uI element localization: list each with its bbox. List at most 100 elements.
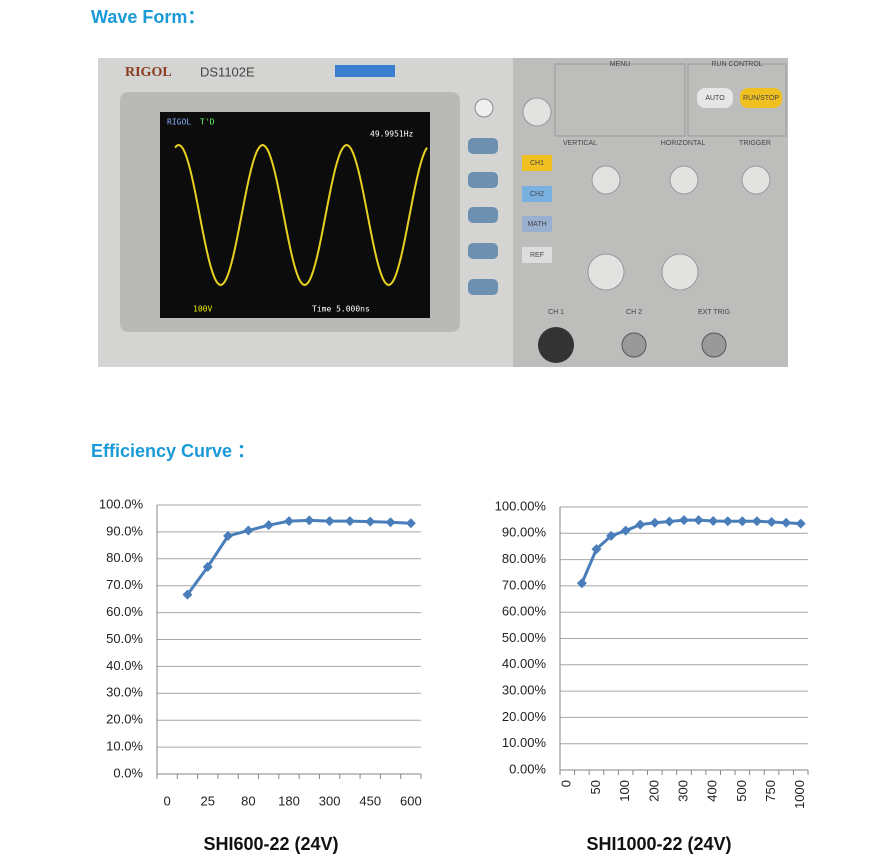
y-tick-label: 100.00%: [495, 498, 547, 513]
y-tick-label: 90.00%: [502, 525, 547, 540]
y-tick-label: 0.0%: [113, 765, 143, 780]
data-point: [284, 516, 294, 527]
button: [697, 88, 733, 108]
x-tick-label: 100: [617, 780, 632, 802]
y-tick-label: 10.00%: [502, 735, 547, 750]
bnc-connector: [621, 332, 647, 358]
data-point: [751, 516, 762, 527]
brand: RIGOL: [125, 65, 172, 80]
button-label: RUN/STOP: [743, 95, 779, 102]
panel-label: MENU: [610, 61, 631, 68]
x-tick-label: 400: [705, 780, 720, 802]
data-point: [591, 544, 602, 555]
y-tick-label: 40.0%: [106, 658, 143, 673]
y-tick-label: 20.0%: [106, 712, 143, 727]
x-tick-label: 0: [164, 793, 171, 808]
x-tick-label: 80: [241, 793, 255, 808]
data-point: [737, 516, 748, 527]
data-point: [766, 516, 777, 527]
data-point: [243, 525, 254, 536]
x-tick-label: 300: [675, 780, 690, 802]
y-tick-label: 80.0%: [106, 550, 143, 565]
x-tick-label: 0: [559, 780, 574, 787]
button-label: MATH: [527, 221, 546, 228]
screen-text: RIGOL: [167, 118, 191, 127]
button-label: CH2: [530, 191, 544, 198]
ch-button: [522, 186, 552, 202]
y-tick-label: 60.0%: [106, 604, 143, 619]
data-point: [708, 515, 719, 526]
power-button: [474, 98, 494, 118]
y-tick-label: 100.0%: [99, 496, 144, 511]
knobs: [522, 97, 771, 291]
y-tick-label: 60.00%: [502, 604, 547, 619]
data-point: [781, 517, 792, 528]
panel-label: EXT TRIG: [698, 309, 730, 316]
menu-box: [554, 63, 686, 137]
data-point: [344, 516, 355, 527]
x-tick-label: 25: [201, 793, 215, 808]
x-tick-label: 500: [734, 780, 749, 802]
data-point: [693, 515, 704, 526]
y-tick-label: 50.00%: [502, 630, 547, 645]
data-point: [664, 516, 675, 527]
ch-button: [522, 155, 552, 171]
chart-caption: SHI600-22 (24V): [203, 834, 338, 854]
ch-button: [522, 216, 552, 232]
data-point: [324, 516, 335, 527]
data-point: [606, 530, 617, 541]
data-point: [405, 518, 416, 529]
data-point: [263, 520, 274, 531]
y-tick-label: 30.00%: [502, 683, 547, 698]
data-point: [635, 519, 646, 530]
x-tick-label: 750: [763, 780, 778, 802]
bnc-connector: [538, 327, 574, 363]
data-point: [795, 518, 806, 529]
badge: [335, 65, 395, 77]
y-tick-label: 70.00%: [502, 577, 547, 592]
bnc-connector: [701, 332, 727, 358]
y-tick-label: 90.0%: [106, 523, 143, 538]
y-tick-label: 70.0%: [106, 577, 143, 592]
x-tick-label: 1000: [792, 780, 807, 809]
y-tick-label: 40.00%: [502, 656, 547, 671]
screen-text: Time 5.000ns: [312, 305, 370, 314]
run-box: [687, 63, 787, 137]
screen-text: 100V: [193, 305, 212, 314]
x-tick-label: 450: [359, 793, 381, 808]
data-point: [649, 517, 660, 528]
y-tick-label: 50.0%: [106, 631, 143, 646]
oscilloscope-photo: RIGOL DS1102E RIGOL T'D 49.9951Hz 100V T…: [98, 58, 788, 367]
x-tick-label: 180: [278, 793, 300, 808]
y-tick-label: 80.00%: [502, 551, 547, 566]
x-tick-label: 50: [588, 780, 603, 794]
button-label: AUTO: [705, 95, 725, 102]
data-point: [679, 515, 689, 526]
x-tick-label: 200: [646, 780, 661, 802]
y-tick-label: 30.0%: [106, 685, 143, 700]
data-point: [182, 589, 193, 600]
screen-text: T'D: [200, 118, 215, 127]
x-tick-label: 300: [319, 793, 341, 808]
data-point: [576, 578, 587, 589]
right-panel: [513, 58, 788, 367]
x-tick-label: 600: [400, 793, 422, 808]
waveform: [174, 143, 428, 287]
panel-label: RUN CONTROL: [711, 61, 762, 68]
panel-label: VERTICAL: [563, 140, 597, 147]
heading: Wave Form：: [91, 7, 205, 27]
data-point: [722, 516, 733, 527]
panel-label: TRIGGER: [739, 140, 771, 147]
data-point: [202, 561, 213, 572]
data-point: [620, 525, 631, 536]
panel-label: HORIZONTAL: [661, 140, 706, 147]
panel-label: CH 1: [548, 309, 564, 316]
button-label: REF: [530, 252, 544, 259]
heading: Efficiency Curve ：: [91, 441, 255, 461]
panel-label: CH 2: [626, 309, 642, 316]
y-tick-label: 0.00%: [509, 761, 546, 776]
softkeys: [468, 138, 498, 295]
chart-caption: SHI1000-22 (24V): [586, 834, 731, 854]
button: [740, 88, 782, 108]
y-tick-label: 10.0%: [106, 739, 143, 754]
